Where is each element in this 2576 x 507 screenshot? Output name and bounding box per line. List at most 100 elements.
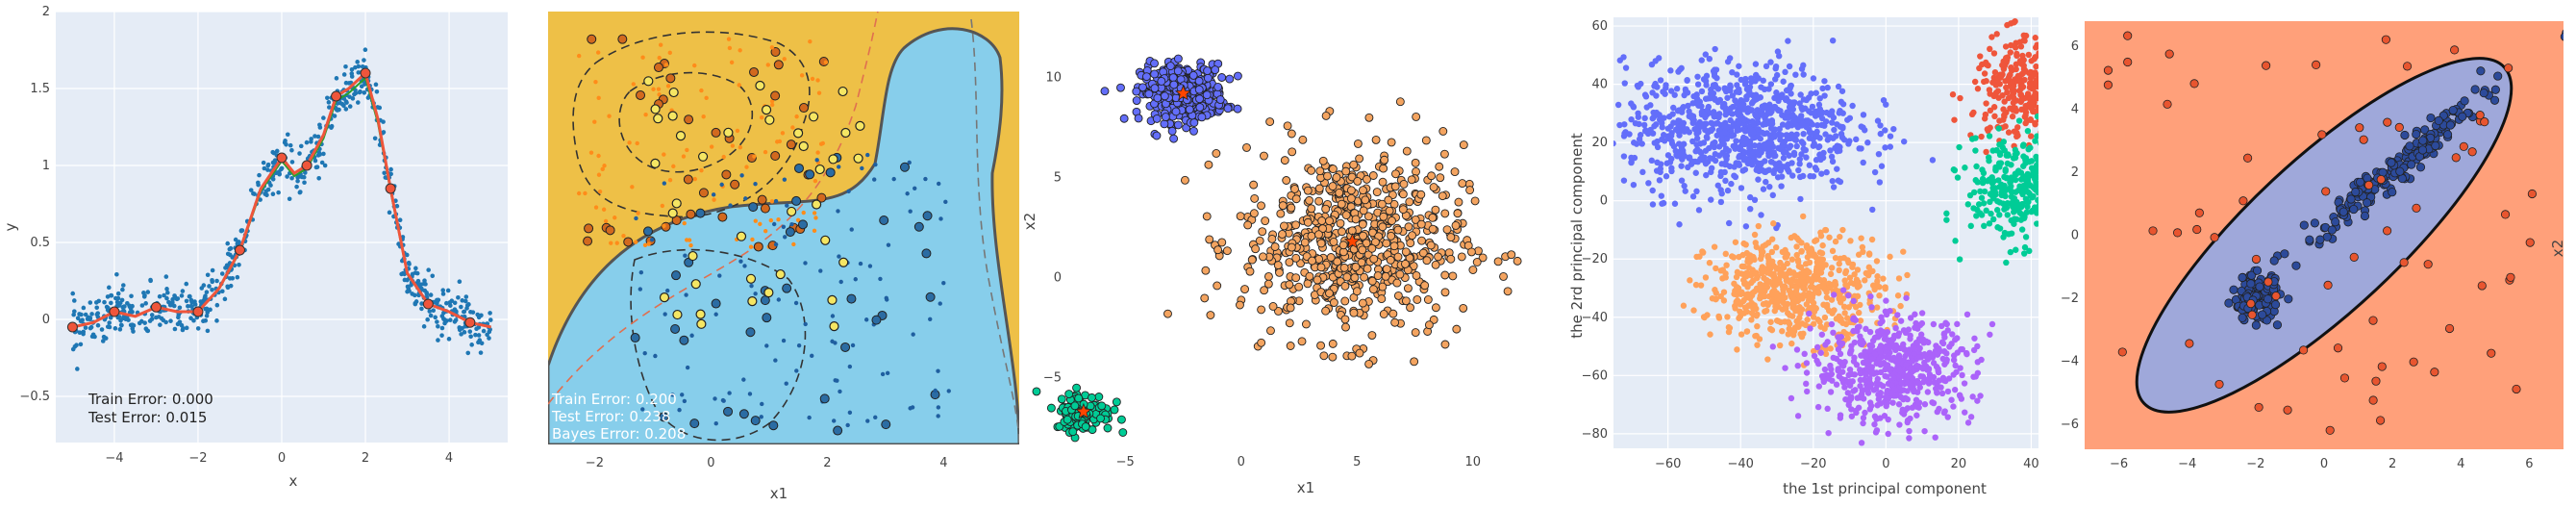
embedding-point — [1950, 357, 1958, 364]
class-b-point — [749, 283, 754, 289]
embedding-point — [1760, 186, 1767, 192]
cluster-point — [1160, 91, 1169, 101]
embedding-point — [1990, 190, 1998, 196]
embedding-point — [1819, 85, 1826, 92]
embedding-point — [1670, 119, 1677, 126]
x-tick-label: −4 — [105, 451, 123, 466]
cluster-point — [1349, 308, 1359, 317]
embedding-point — [1717, 292, 1724, 300]
embedding-point — [1800, 130, 1807, 138]
x-tick-label: 40 — [2023, 457, 2039, 471]
embedding-point — [1766, 278, 1774, 286]
embedding-point — [1729, 68, 1736, 76]
embedding-point — [1742, 79, 1749, 86]
embedding-point — [1897, 393, 1905, 401]
embedding-point — [1759, 249, 1765, 256]
class-b-point — [677, 407, 682, 413]
class-b-point — [793, 300, 799, 306]
embedding-point — [2010, 83, 2017, 89]
data-point — [457, 327, 463, 333]
data-point — [89, 312, 94, 317]
embedding-point — [1772, 63, 1780, 70]
embedding-point — [1839, 319, 1846, 326]
fit-point — [422, 298, 434, 310]
embedding-point — [1754, 322, 1761, 330]
data-point — [177, 305, 183, 311]
embedding-point — [1649, 201, 1657, 208]
data-point — [355, 60, 360, 64]
data-point — [208, 307, 213, 313]
embedding-point — [1877, 342, 1885, 349]
embedding-point — [1762, 114, 1768, 120]
embedding-point — [1693, 135, 1701, 142]
data-point — [205, 328, 211, 334]
cluster-point — [1429, 183, 1438, 192]
class-a-point — [583, 236, 593, 246]
embedding-point — [1761, 274, 1767, 282]
data-point — [115, 291, 121, 296]
fit-point — [109, 306, 120, 317]
data-point — [349, 74, 355, 79]
cluster-point — [1503, 287, 1513, 296]
cluster-point — [1305, 271, 1314, 281]
embedding-point — [2029, 99, 2037, 107]
cluster-point — [1096, 414, 1105, 423]
data-point — [285, 132, 290, 138]
cluster-point — [1401, 259, 1410, 268]
embedding-point — [1828, 265, 1836, 271]
class-a-point — [730, 143, 736, 148]
cluster-point — [1358, 219, 1367, 229]
embedding-point — [2028, 58, 2035, 64]
cluster-point — [1387, 231, 1396, 241]
cluster-point — [1417, 236, 1426, 245]
embedding-point — [1813, 157, 1820, 164]
embedding-point — [2003, 84, 2010, 91]
data-point — [326, 100, 332, 105]
embedding-point — [1814, 403, 1822, 411]
embedding-point — [1664, 135, 1672, 142]
cluster-point — [1233, 71, 1242, 81]
embedding-point — [1848, 346, 1855, 354]
cluster-point — [1279, 221, 1288, 231]
data-point — [129, 293, 134, 299]
cluster-point — [1291, 194, 1301, 204]
embedding-point — [1987, 331, 1993, 338]
embedding-point — [1868, 236, 1876, 243]
cluster-point — [1169, 80, 1179, 89]
data-point — [355, 100, 361, 105]
data-point — [237, 262, 241, 267]
fit-point — [150, 301, 162, 313]
cluster-point — [1325, 289, 1334, 298]
embedding-point — [1752, 333, 1759, 340]
embedding-point — [1746, 144, 1753, 152]
class-b-point — [936, 368, 940, 373]
embedding-point — [2027, 82, 2034, 89]
cluster-point — [1412, 112, 1421, 121]
class-b-point — [794, 368, 799, 373]
embedding-point — [1670, 142, 1678, 150]
cluster-point — [1347, 172, 1357, 182]
embedding-point — [1912, 311, 1918, 317]
cluster-point — [1422, 256, 1432, 266]
misclassified-point — [667, 111, 678, 121]
embedding-point — [1800, 145, 1807, 152]
embedding-point — [1717, 267, 1724, 274]
class-a-point — [799, 73, 805, 78]
embedding-point — [1757, 135, 1764, 142]
embedding-point — [1733, 273, 1740, 281]
embedding-point — [1698, 57, 1705, 63]
class-b-point — [807, 415, 812, 420]
embedding-point — [1943, 320, 1950, 328]
class-a-point — [688, 242, 693, 248]
data-point — [313, 134, 317, 139]
embedding-point — [1869, 282, 1877, 289]
cluster-point — [1410, 357, 1419, 367]
embedding-point — [1830, 292, 1838, 298]
embedding-point — [2007, 248, 2014, 256]
class-b-point — [925, 292, 936, 302]
class-a-point — [813, 215, 818, 220]
embedding-point — [1970, 189, 1978, 196]
embedding-point — [1802, 261, 1810, 267]
class-a-point — [726, 37, 732, 41]
data-point — [70, 346, 76, 352]
